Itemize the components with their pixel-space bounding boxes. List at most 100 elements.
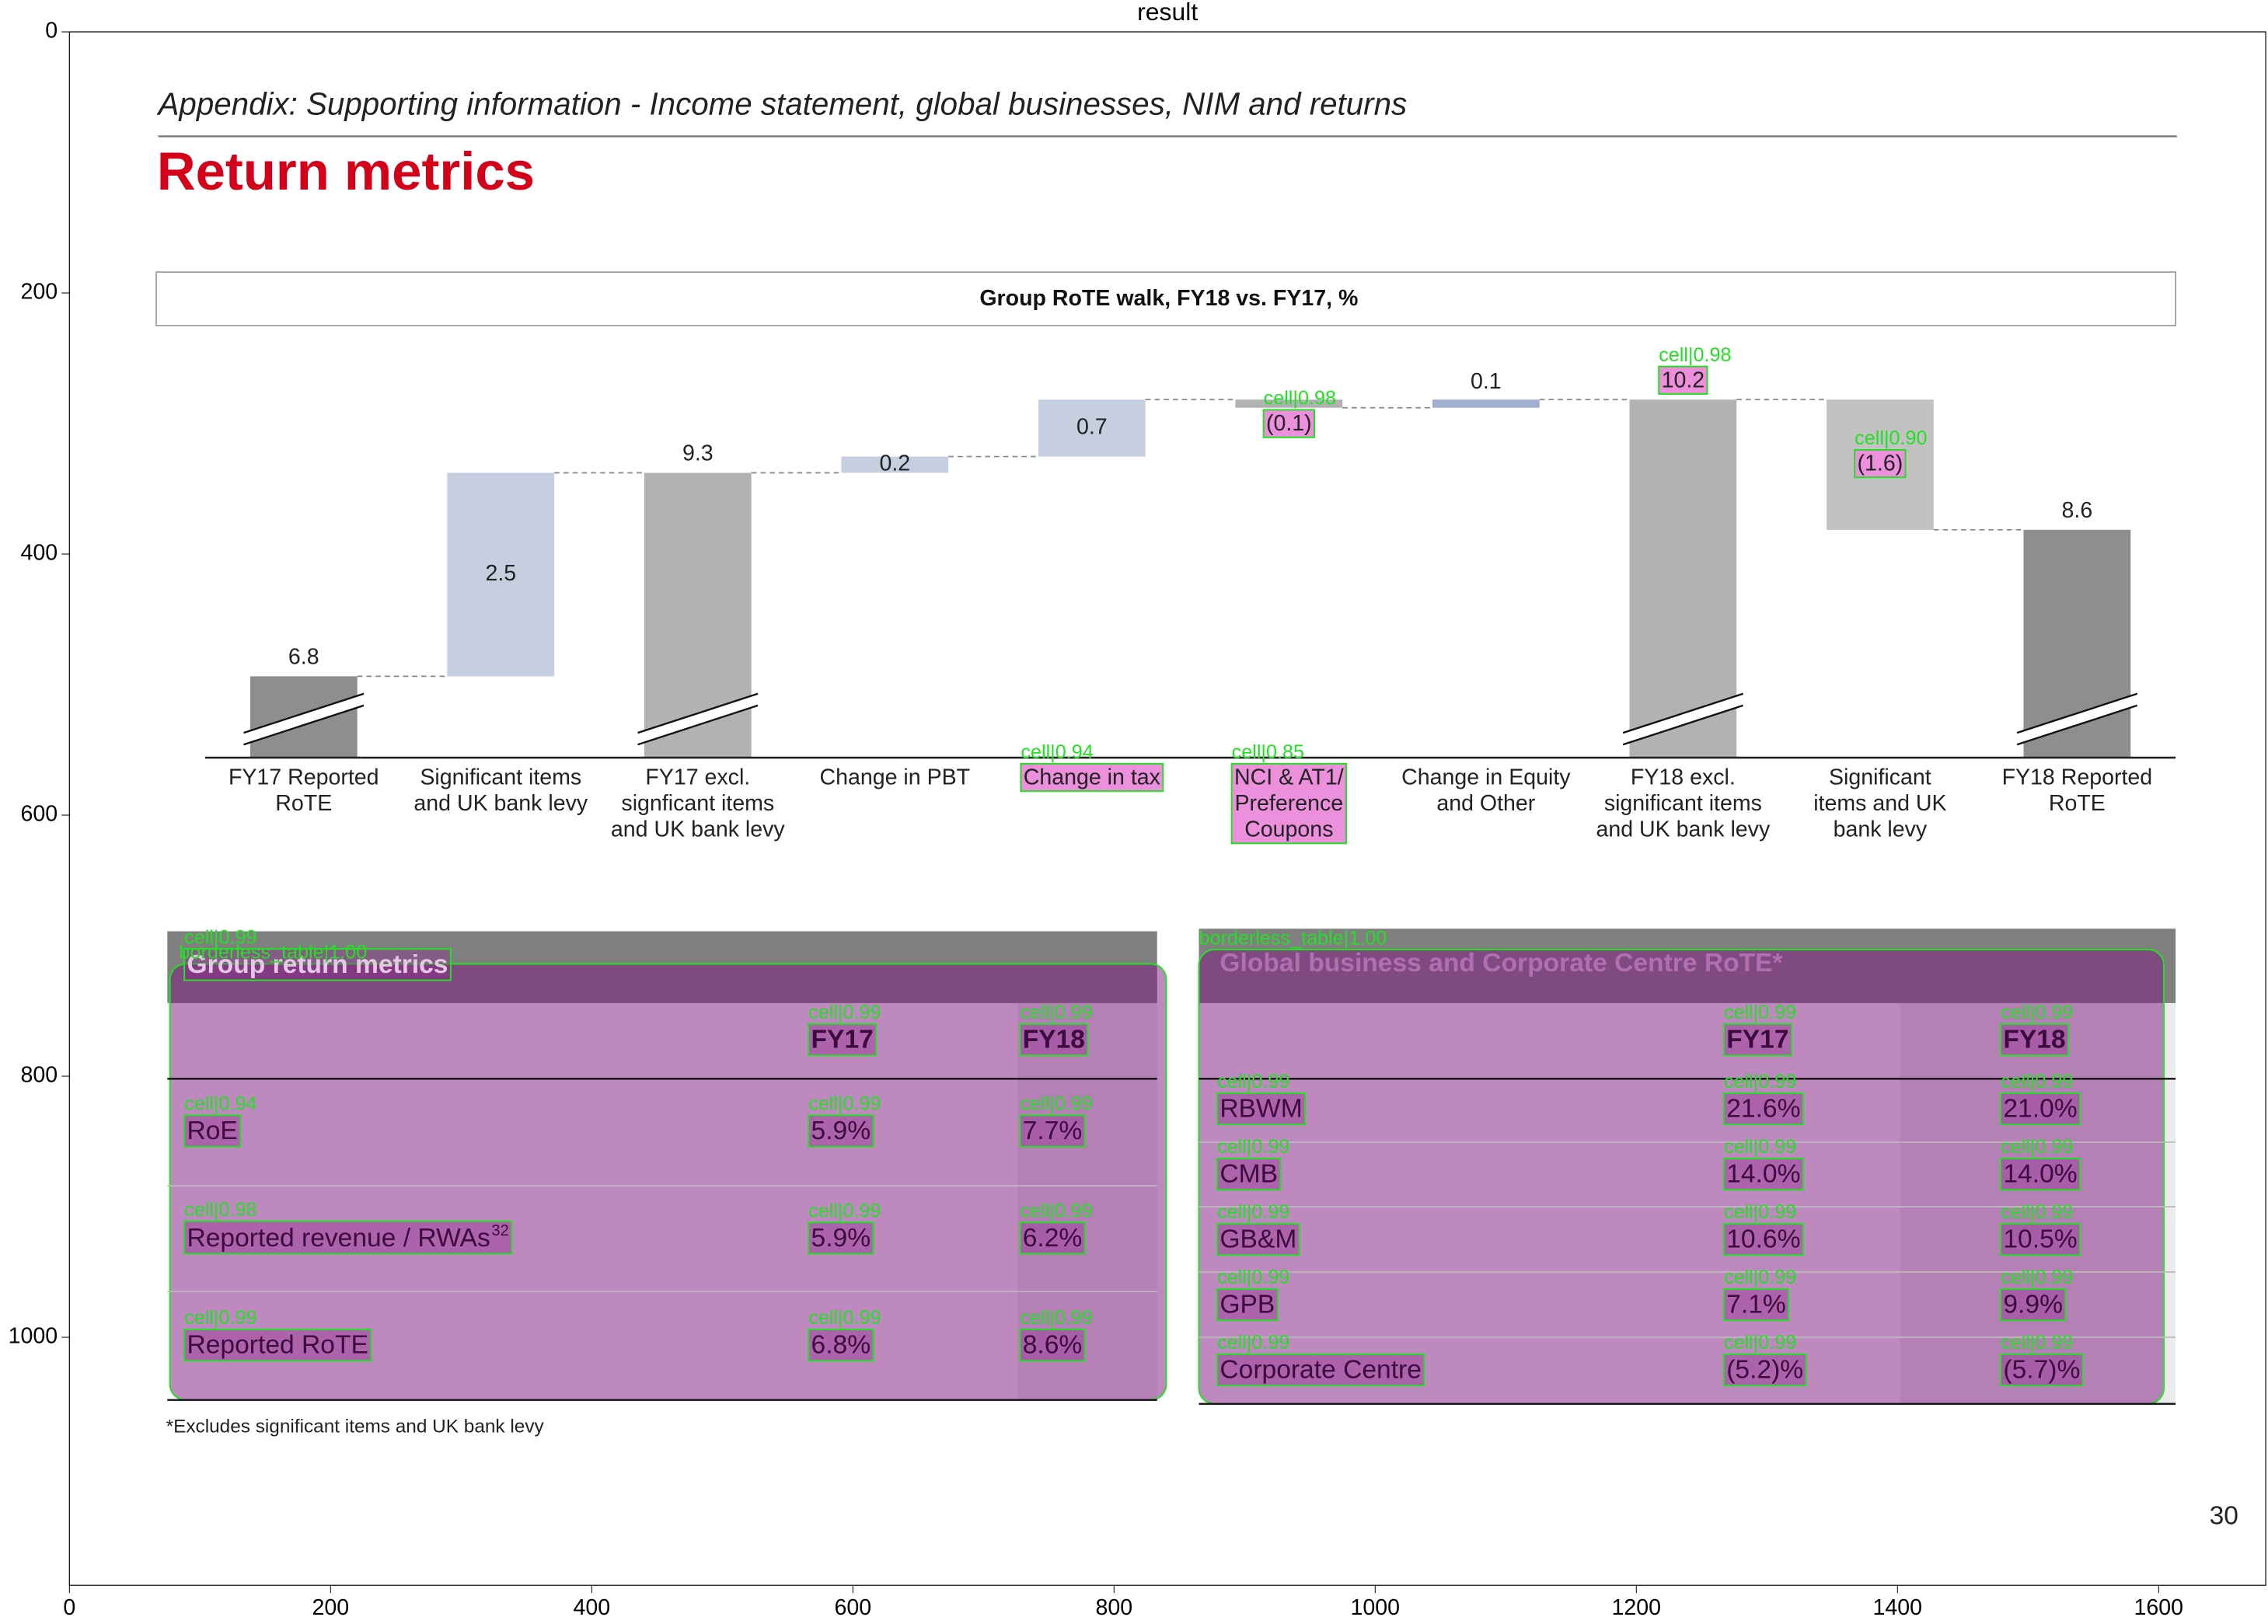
bar	[1432, 399, 1540, 408]
y-tick-label: 1000	[9, 1324, 58, 1349]
detection-label: cell|0.99	[1724, 1201, 1796, 1223]
row-label: Reported revenue / RWAs	[187, 1224, 490, 1253]
row-label: GPB	[1219, 1291, 1275, 1319]
x-tick-label: 400	[573, 1595, 610, 1620]
detection-box	[1722, 1023, 1792, 1057]
detection-box	[808, 1114, 874, 1148]
detection-label: cell|0.98	[1659, 344, 1731, 366]
detection-box	[2000, 1222, 2081, 1256]
detection-box	[1722, 1157, 1804, 1191]
detection-box	[2000, 1157, 2081, 1191]
value-label: (1.6)	[1858, 451, 1903, 476]
detection-label: cell|0.90	[1855, 427, 1927, 449]
page-number: 30	[2210, 1502, 2238, 1531]
detection-box	[183, 948, 452, 981]
detection-box	[1216, 1157, 1282, 1191]
value-label: 10.2	[1662, 368, 1705, 392]
detection-label: cell|0.99	[808, 1200, 881, 1221]
detection-label: cell|0.99	[2001, 1136, 2073, 1158]
detection-box	[183, 1220, 513, 1255]
detection-label: cell|0.99	[1724, 1136, 1796, 1158]
detection-box	[1019, 1114, 1086, 1148]
detection-label: cell|0.99	[1020, 1200, 1092, 1221]
detection-label: cell|0.99	[1217, 1267, 1289, 1288]
detection-label: cell|0.99	[2001, 1332, 2073, 1354]
table-title: Group return metrics	[187, 950, 448, 979]
detection-label: cell|0.99	[1020, 1307, 1092, 1329]
value-label: 0.2	[879, 451, 910, 476]
column-header: FY17	[811, 1026, 874, 1054]
detection-box	[1722, 1288, 1790, 1322]
detection-box	[1854, 448, 1907, 479]
detection-label: cell|0.99	[1217, 1136, 1289, 1158]
figure-title: result	[1137, 0, 1198, 26]
row-label: GB&M	[1219, 1225, 1296, 1254]
detection-label: borderless_table|1.00	[179, 942, 367, 964]
footnote: *Excludes significant items and UK bank …	[166, 1416, 545, 1437]
category-label: FY17 Reported	[229, 765, 379, 790]
row-label: CMB	[1219, 1160, 1278, 1189]
category-label: Change in PBT	[820, 765, 971, 790]
row-label: Corporate Centre	[1219, 1356, 1422, 1385]
table-value: 10.5%	[2003, 1225, 2077, 1254]
chart-title: Group RoTE walk, FY18 vs. FY17, %	[979, 286, 1358, 311]
x-tick-label: 800	[1095, 1595, 1132, 1620]
value-label: 2.5	[485, 561, 516, 586]
category-label: and UK bank levy	[1596, 817, 1770, 842]
y-tick-label: 600	[21, 802, 58, 827]
x-tick-label: 200	[312, 1595, 349, 1620]
bar	[447, 472, 555, 677]
bar	[1235, 399, 1343, 408]
row-label: RBWM	[1219, 1095, 1302, 1124]
detection-label: cell|0.99	[808, 1093, 881, 1115]
detection-box	[808, 1328, 874, 1362]
detection-box	[1722, 1353, 1807, 1387]
detection-box	[2000, 1023, 2070, 1057]
value-label: (0.1)	[1266, 411, 1312, 436]
x-tick-label: 1400	[1873, 1595, 1923, 1620]
detection-label: cell|0.99	[1020, 1093, 1092, 1115]
slide-header: Appendix: Supporting information - Incom…	[157, 85, 1408, 121]
detection-label: cell|0.99	[1217, 1332, 1289, 1354]
detection-label: cell|0.99	[1724, 1267, 1796, 1288]
detection-box	[1216, 1353, 1425, 1387]
detection-box	[1216, 1222, 1300, 1256]
category-label: Significant	[1829, 765, 1931, 790]
category-label: Change in Equity	[1401, 765, 1571, 790]
detection-box	[1722, 1092, 1804, 1126]
slide-title: Return metrics	[157, 141, 535, 201]
detection-label: cell|0.99	[2001, 1071, 2073, 1093]
detection-label: cell|0.99	[2001, 1002, 2073, 1023]
detection-box	[1230, 762, 1348, 845]
bar	[841, 456, 949, 473]
detection-label: cell|0.98	[184, 1199, 256, 1221]
detection-box	[808, 1221, 874, 1255]
detection-box	[1020, 762, 1164, 793]
detection-label: cell|0.85	[1232, 741, 1304, 763]
category-label: Significant items	[420, 765, 581, 790]
x-tick-label: 1000	[1351, 1595, 1401, 1620]
table-value: 14.0%	[1726, 1160, 1800, 1189]
axis-break	[2022, 695, 2132, 744]
detection-box	[183, 1114, 242, 1148]
category-label: RoTE	[275, 791, 332, 816]
detection-label: cell|0.99	[184, 926, 256, 948]
value-label: 0.1	[1471, 369, 1502, 394]
detection-box	[2000, 1353, 2084, 1387]
category-label: items and UK	[1813, 791, 1946, 816]
y-tick-label: 400	[21, 541, 58, 566]
detection-box	[2000, 1288, 2067, 1322]
detection-label: cell|0.99	[2001, 1267, 2073, 1288]
row-note: 32	[491, 1222, 508, 1239]
x-tick-label: 600	[834, 1595, 871, 1620]
column-header: FY17	[1726, 1026, 1788, 1054]
table-value: 7.7%	[1023, 1117, 1083, 1145]
table-value: 7.1%	[1726, 1291, 1786, 1319]
value-label: 8.6	[2062, 498, 2093, 523]
detection-label: cell|0.99	[1020, 1002, 1092, 1023]
detection-label: borderless_table|1.00	[1199, 927, 1387, 949]
detection-box	[1216, 1288, 1279, 1322]
detection-box	[1019, 1023, 1089, 1057]
value-label: 9.3	[682, 441, 714, 466]
